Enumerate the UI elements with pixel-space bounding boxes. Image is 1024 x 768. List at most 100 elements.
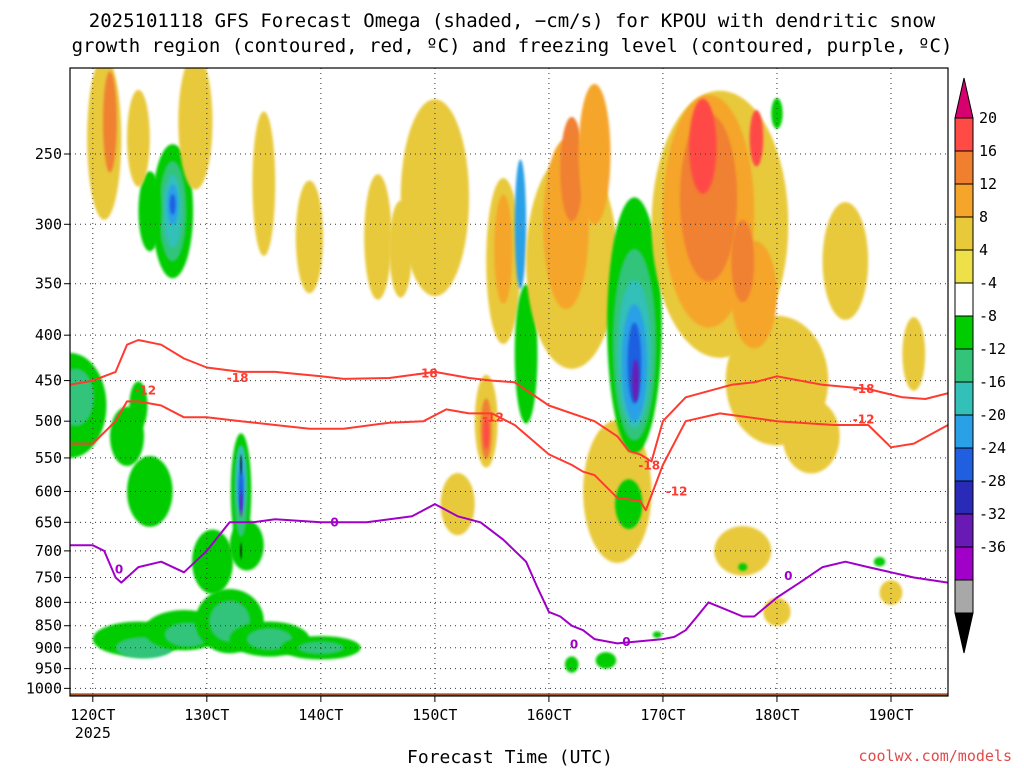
y-tick-label: 700 [35,542,62,560]
contour-label: 0 [115,563,123,577]
omega-blob [879,580,903,605]
colorbar-label: 12 [979,175,997,193]
x-tick-label: 170CT [640,706,685,724]
omega-blob [822,202,869,320]
y-tick-label: 550 [35,449,62,467]
omega-blob [440,472,475,536]
colorbar-label: -28 [979,472,1006,490]
y-tick-label: 800 [35,593,62,611]
x-tick-label: 120CT [70,706,115,724]
x-tick-label: 160CT [526,706,571,724]
omega-blob [103,71,117,173]
omega-blob [483,415,490,450]
y-tick-label: 500 [35,412,62,430]
y-tick-label: 650 [35,513,62,531]
colorbar-swatch [954,150,974,185]
contour-label: -18 [227,371,249,385]
x-tick-label: 190CT [868,706,913,724]
contour-label: 0 [784,569,792,583]
colorbar-label: -4 [979,274,997,292]
y-tick-label: 350 [35,275,62,293]
colorbar-swatch [954,282,974,317]
x-tick-label: 150CT [412,706,457,724]
omega-blob [560,116,584,222]
y-tick-label: 600 [35,482,62,500]
omega-blob [364,174,392,300]
colorbar-label: -20 [979,406,1006,424]
omega-shading [70,68,948,696]
colorbar-label: -8 [979,307,997,325]
contour-lines [70,339,948,645]
contour-label: 0 [570,638,578,652]
colorbar-label: 16 [979,142,997,160]
omega-blob [564,656,579,673]
y-tick-label: 850 [35,617,62,635]
omega-blob [127,456,173,527]
colorbar-label: 4 [979,241,988,259]
omega-blob [763,597,791,626]
y-tick-label: 950 [35,660,62,678]
omega-blob [129,381,148,430]
ground-fill [70,693,948,696]
omega-blob [494,194,513,304]
x-tick-label: 180CT [754,706,799,724]
omega-blob [738,563,748,572]
y-tick-label: 900 [35,639,62,657]
colorbar-swatch [954,348,974,383]
y-tick-label: 250 [35,145,62,163]
colorbar-top-arrow [954,77,974,119]
omega-blob [240,454,242,476]
credit-text: coolwx.com/models [858,747,1012,765]
colorbar-swatch [954,546,974,581]
y-tick-label: 450 [35,372,62,390]
colorbar-label: -16 [979,373,1006,391]
x-tick-sublabel: 2025 [75,724,111,742]
colorbar-swatch [954,381,974,416]
omega-blob [595,652,617,669]
contour-line [70,339,948,463]
omega-blob [239,491,243,517]
colorbar-swatch [954,183,974,218]
chart-title: 2025101118 GFS Forecast Omega (shaded, −… [72,10,953,57]
omega-blob [178,68,213,190]
contour-label: -12 [853,413,875,427]
omega-blob [70,368,94,427]
colorbar-swatch [954,117,974,152]
colorbar-swatch [954,480,974,515]
colorbar-label: 20 [979,109,997,127]
omega-blob [389,200,413,298]
plot-frame [69,67,949,697]
omega-blob [252,111,276,256]
omega-blob [782,399,840,474]
colorbar-label: -12 [979,340,1006,358]
colorbar-swatch [954,315,974,350]
omega-blob [295,180,324,294]
omega-blob [400,99,470,297]
colorbar: 20 16 12 8 4 -4 -8 -12 -16 -20 -24 -28 -32 -36 [954,77,1006,654]
omega-blob [731,219,755,303]
contour-label: -18 [416,367,438,381]
omega-blob [902,317,926,391]
colorbar-swatch [954,513,974,548]
colorbar-label: -32 [979,505,1006,523]
x-tick-label: 130CT [184,706,229,724]
contour-label: -12 [666,484,688,498]
y-tick-label: 300 [35,215,62,233]
colorbar-label: -24 [979,439,1006,457]
x-tick-label: 140CT [298,706,343,724]
y-tick-label: 750 [35,568,62,586]
colorbar-label: -36 [979,538,1006,556]
y-tick-label: 1000 [26,679,62,697]
colorbar-swatch [954,447,974,482]
omega-blob [169,194,176,215]
omega-blob [138,171,162,252]
y-tick-label: 400 [35,326,62,344]
omega-blob [615,479,643,530]
omega-blob [246,628,293,651]
y-axis: 250 300 350 400 450 500 550 600 650 700 750 800 850 9… [26,145,70,697]
omega-blob [127,89,150,187]
omega-blob [514,284,538,424]
contour-line [70,400,948,512]
